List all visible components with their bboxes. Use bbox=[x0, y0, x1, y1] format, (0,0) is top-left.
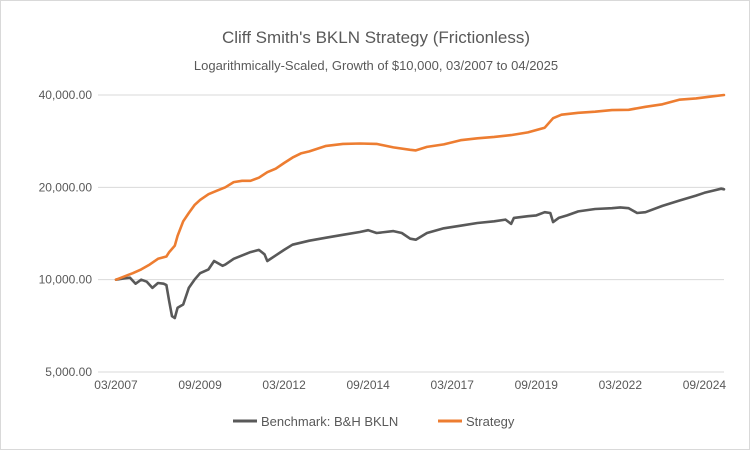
legend-label: Strategy bbox=[466, 414, 515, 429]
x-tick-label: 09/2019 bbox=[515, 378, 559, 392]
legend: Benchmark: B&H BKLN Strategy bbox=[233, 414, 515, 429]
y-tick-label: 5,000.00 bbox=[45, 365, 92, 379]
x-tick-label: 03/2012 bbox=[262, 378, 306, 392]
x-tick-label: 09/2009 bbox=[178, 378, 222, 392]
x-axis-tick-labels: 03/2007 09/2009 03/2012 09/2014 03/2017 09/20… bbox=[94, 378, 726, 392]
series-line-strategy bbox=[114, 93, 726, 282]
series-lines bbox=[114, 93, 726, 320]
y-tick-label: 20,000.00 bbox=[39, 180, 93, 194]
chart-subtitle: Logarithmically-Scaled, Growth of $10,00… bbox=[194, 58, 558, 73]
y-axis-tick-labels: 5,000.00 10,000.00 20,000.00 40,000.00 bbox=[39, 88, 93, 379]
y-tick-label: 40,000.00 bbox=[39, 88, 93, 102]
chart-title: Cliff Smith's BKLN Strategy (Frictionles… bbox=[222, 28, 530, 47]
gridlines bbox=[98, 94, 724, 373]
y-tick-label: 10,000.00 bbox=[39, 273, 93, 287]
x-tick-label: 03/2017 bbox=[431, 378, 475, 392]
x-tick-label: 03/2007 bbox=[94, 378, 138, 392]
series-line-benchmark bbox=[114, 187, 726, 320]
x-tick-label: 09/2014 bbox=[346, 378, 390, 392]
x-tick-label: 03/2022 bbox=[599, 378, 643, 392]
legend-label: Benchmark: B&H BKLN bbox=[261, 414, 398, 429]
x-tick-label: 09/2024 bbox=[683, 378, 727, 392]
